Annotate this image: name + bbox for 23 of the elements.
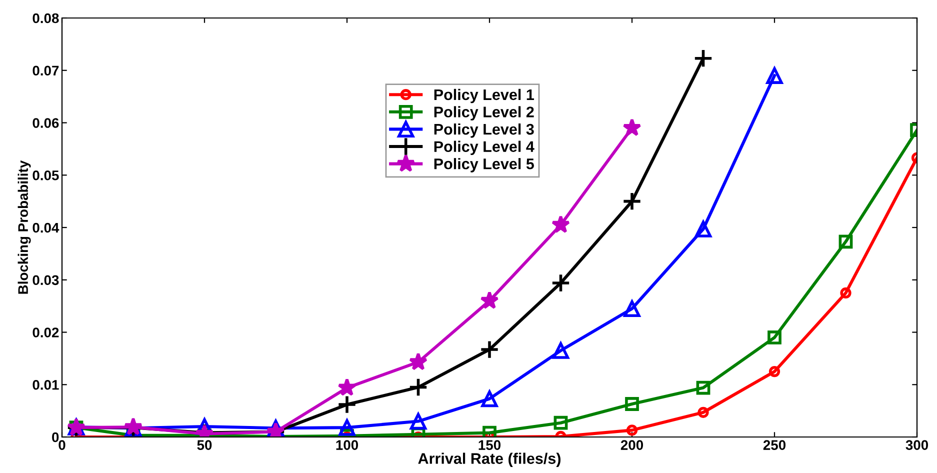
legend-label: Policy Level 3 [434, 123, 534, 138]
y-tick-label: 0.06 [32, 118, 59, 128]
x-axis-title: Arrival Rate (files/s) [418, 452, 560, 467]
x-tick-label: 0 [58, 440, 66, 450]
legend-label: Policy Level 4 [434, 140, 534, 156]
y-tick-label: 0.01 [32, 380, 59, 390]
y-tick-label: 0.08 [32, 13, 59, 24]
y-tick-label: 0.07 [32, 66, 59, 76]
legend-label: Policy Level 5 [434, 158, 534, 172]
x-tick-label: 300 [906, 440, 928, 450]
x-tick-label: 50 [197, 440, 212, 450]
y-axis-title: Blocking Probability [18, 160, 31, 294]
x-tick-label: 250 [763, 440, 786, 450]
y-tick-label: 0.02 [32, 328, 59, 338]
x-tick-label: 150 [478, 440, 501, 450]
legend-label: Policy Level 2 [434, 106, 534, 120]
y-tick-label: 0.04 [32, 222, 60, 233]
y-tick-label: 0 [52, 432, 59, 442]
y-tick-label: 0.03 [32, 275, 59, 286]
x-tick-label: 100 [336, 440, 358, 450]
legend-label: Policy Level 1 [434, 88, 534, 104]
y-tick-label: 0.05 [32, 170, 59, 180]
x-tick-label: 200 [620, 440, 644, 450]
